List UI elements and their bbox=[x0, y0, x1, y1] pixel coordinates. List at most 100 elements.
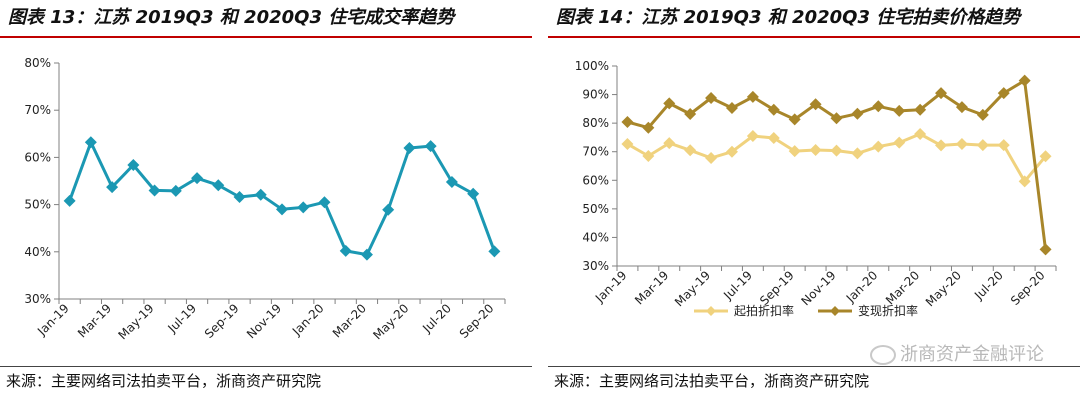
data-point bbox=[955, 101, 968, 114]
chart-13-title: 图表 13：江苏 2019Q3 和 2020Q3 住宅成交率趋势 bbox=[8, 7, 455, 28]
data-point bbox=[809, 98, 822, 111]
data-point bbox=[424, 140, 437, 153]
data-point bbox=[488, 245, 501, 258]
y-tick-label: 90% bbox=[582, 88, 609, 102]
x-tick-label: Jan-19 bbox=[34, 301, 72, 339]
data-point bbox=[1018, 74, 1031, 87]
y-tick-label: 40% bbox=[24, 245, 51, 259]
x-tick-label: May-19 bbox=[672, 268, 713, 309]
data-point bbox=[893, 136, 906, 149]
x-tick-label: May-19 bbox=[116, 301, 157, 342]
x-tick-label: Jul-19 bbox=[720, 268, 755, 303]
data-point bbox=[663, 97, 676, 110]
chart-13-source: 来源：主要网络司法拍卖平台，浙商资产研究院 bbox=[6, 372, 322, 390]
data-point bbox=[318, 196, 331, 209]
x-tick-label: Jan-20 bbox=[843, 268, 881, 306]
title-rule bbox=[548, 36, 1080, 38]
data-point bbox=[84, 136, 97, 149]
data-point bbox=[914, 128, 927, 140]
y-tick-label: 80% bbox=[24, 56, 51, 70]
y-tick-label: 60% bbox=[582, 173, 609, 187]
data-point bbox=[935, 87, 948, 100]
y-tick-label: 100% bbox=[575, 59, 609, 73]
data-point bbox=[725, 102, 738, 114]
data-point bbox=[725, 145, 738, 158]
data-point bbox=[935, 139, 948, 152]
y-tick-label: 30% bbox=[24, 292, 51, 306]
x-tick-label: Mar-19 bbox=[632, 268, 671, 307]
left-panel: 图表 13：江苏 2019Q3 和 2020Q3 住宅成交率趋势 30% 40% 5… bbox=[0, 0, 532, 404]
data-point bbox=[212, 179, 225, 192]
title-rule bbox=[0, 36, 532, 38]
chart-14-title: 图表 14：江苏 2019Q3 和 2020Q3 住宅拍卖价格趋势 bbox=[556, 7, 1021, 28]
legend-swatch-marker bbox=[706, 306, 716, 316]
y-tick-label: 70% bbox=[24, 103, 51, 117]
data-point bbox=[169, 184, 182, 197]
x-tick-label: Sep-19 bbox=[202, 301, 242, 341]
series-line bbox=[627, 79, 1047, 250]
x-tick-label: Sep-20 bbox=[457, 301, 497, 341]
x-tick-label: Jul-19 bbox=[164, 301, 199, 336]
legend-swatch-marker bbox=[830, 306, 840, 316]
data-point bbox=[746, 130, 759, 142]
data-point bbox=[830, 144, 843, 157]
data-point bbox=[621, 138, 634, 150]
right-panel: 图表 14：江苏 2019Q3 和 2020Q3 住宅拍卖价格趋势 30% 40%… bbox=[548, 0, 1080, 404]
x-tick-label: Jul-20 bbox=[971, 268, 1006, 303]
x-tick-label: Sep-20 bbox=[1008, 268, 1048, 308]
data-point bbox=[360, 248, 373, 261]
watermark: 浙商资产金融评论 bbox=[870, 340, 1044, 366]
y-tick-label: 80% bbox=[582, 116, 609, 130]
data-point bbox=[445, 175, 458, 188]
x-tick-label: Mar-20 bbox=[330, 301, 369, 340]
chart-14-source: 来源：主要网络司法拍卖平台，浙商资产研究院 bbox=[554, 372, 870, 390]
data-point bbox=[276, 203, 288, 216]
data-point bbox=[621, 116, 634, 128]
data-point bbox=[976, 139, 989, 152]
y-tick-label: 50% bbox=[582, 202, 609, 216]
data-point bbox=[830, 112, 843, 125]
source-rule bbox=[0, 366, 532, 367]
data-point bbox=[955, 138, 968, 150]
data-point bbox=[467, 187, 480, 200]
x-tick-label: May-20 bbox=[923, 268, 964, 309]
data-point bbox=[642, 121, 655, 134]
wechat-icon bbox=[870, 345, 896, 365]
data-point bbox=[191, 172, 204, 185]
y-tick-label: 50% bbox=[24, 198, 51, 212]
data-point bbox=[997, 87, 1010, 100]
data-point bbox=[127, 158, 140, 171]
data-point bbox=[872, 140, 885, 153]
data-point bbox=[684, 108, 697, 120]
data-point bbox=[851, 147, 864, 160]
data-point bbox=[851, 107, 864, 120]
legend-label: 起拍折扣率 bbox=[734, 303, 794, 318]
data-point bbox=[705, 92, 718, 104]
x-tick-label: May-20 bbox=[370, 301, 411, 342]
data-point bbox=[106, 181, 119, 194]
data-point bbox=[705, 152, 718, 164]
x-tick-label: Jan-20 bbox=[289, 301, 327, 339]
data-point bbox=[914, 103, 927, 116]
x-tick-label: Nov-19 bbox=[244, 301, 284, 341]
y-tick-label: 30% bbox=[582, 259, 609, 273]
data-point bbox=[997, 139, 1010, 152]
y-tick-label: 40% bbox=[582, 230, 609, 244]
x-tick-label: Sep-19 bbox=[757, 268, 797, 308]
data-point bbox=[767, 132, 780, 144]
data-point bbox=[788, 113, 801, 126]
data-point bbox=[1018, 175, 1031, 188]
data-point bbox=[1039, 150, 1052, 163]
data-point bbox=[339, 244, 352, 257]
chart-14: 30%40%50%60%70%80%90%100%Jan-19 Mar-19 May… bbox=[575, 59, 1057, 318]
y-tick-label: 60% bbox=[24, 150, 51, 164]
data-point bbox=[1039, 243, 1052, 256]
data-point bbox=[893, 104, 906, 117]
data-point bbox=[148, 184, 161, 197]
data-point bbox=[809, 144, 822, 156]
watermark-text: 浙商资产金融评论 bbox=[900, 344, 1044, 365]
data-point bbox=[233, 191, 246, 204]
chart-13: 30%40%50%60%70%80%Jan-19 Mar-19 May-19 Jul-… bbox=[24, 56, 506, 342]
data-point bbox=[297, 201, 310, 214]
x-tick-label: Jul-20 bbox=[419, 301, 454, 336]
